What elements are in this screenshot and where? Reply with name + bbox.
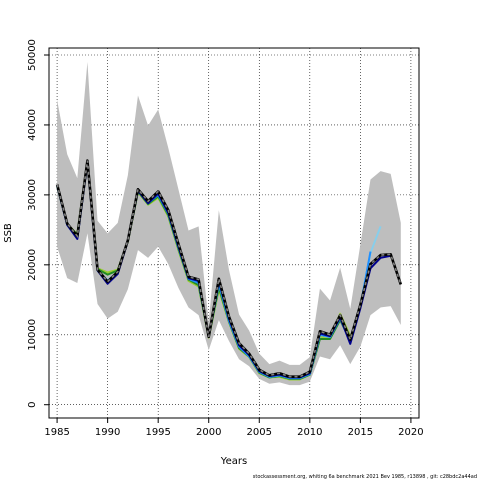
x-tick-label: 2000 [196,427,221,438]
confidence-band [57,61,401,386]
x-tick-label: 1985 [44,427,69,438]
confidence-band-layer [57,61,401,386]
x-tick-label: 2015 [348,427,373,438]
series-lines-layer [55,159,403,381]
y-tick-label: 10000 [27,319,38,351]
x-tick-label: 1990 [95,427,120,438]
x-tick-label: 2020 [398,427,423,438]
y-tick-label: 50000 [27,39,38,71]
series-line-estimate-dash [56,160,402,378]
x-axis: 1985 1990 1995 2000 2005 2010 2015 2020 [44,418,424,438]
footer-credit: stockassessment.org, whiting 6a benchmar… [253,474,477,480]
x-tick-label: 1995 [145,427,170,438]
x-tick-label: 2005 [247,427,272,438]
y-tick-label: 0 [27,402,38,408]
x-tick-label: 2010 [297,427,322,438]
plot-frame [48,47,420,419]
y-tick-label: 40000 [27,109,38,141]
y-axis-title: SSB [3,223,14,243]
y-tick-label: 20000 [27,249,38,281]
y-tick-label: 30000 [27,179,38,211]
x-axis-title: Years [220,456,247,467]
y-axis: 0 10000 20000 30000 40000 50000 [27,39,49,408]
